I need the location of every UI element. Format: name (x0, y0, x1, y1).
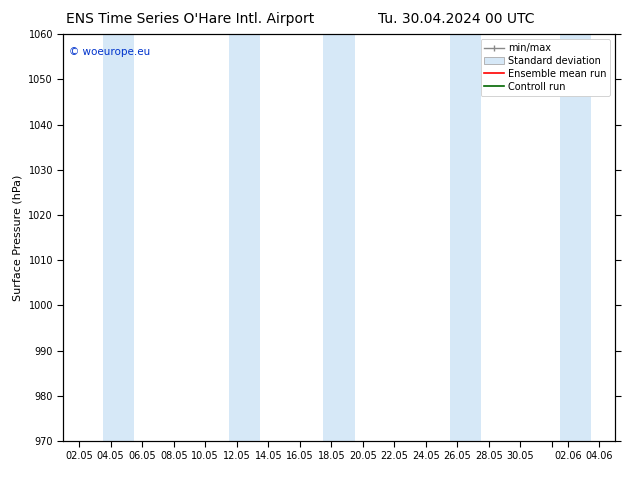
Bar (103, 34, 134, 441)
Bar (229, 34, 261, 441)
Bar (560, 34, 592, 441)
Text: Tu. 30.04.2024 00 UTC: Tu. 30.04.2024 00 UTC (378, 12, 534, 26)
Text: © woeurope.eu: © woeurope.eu (69, 47, 150, 56)
Legend: min/max, Standard deviation, Ensemble mean run, Controll run: min/max, Standard deviation, Ensemble me… (481, 39, 610, 96)
Text: ENS Time Series O'Hare Intl. Airport: ENS Time Series O'Hare Intl. Airport (66, 12, 314, 26)
Bar (450, 34, 481, 441)
Bar (323, 34, 355, 441)
Y-axis label: Surface Pressure (hPa): Surface Pressure (hPa) (13, 174, 23, 301)
